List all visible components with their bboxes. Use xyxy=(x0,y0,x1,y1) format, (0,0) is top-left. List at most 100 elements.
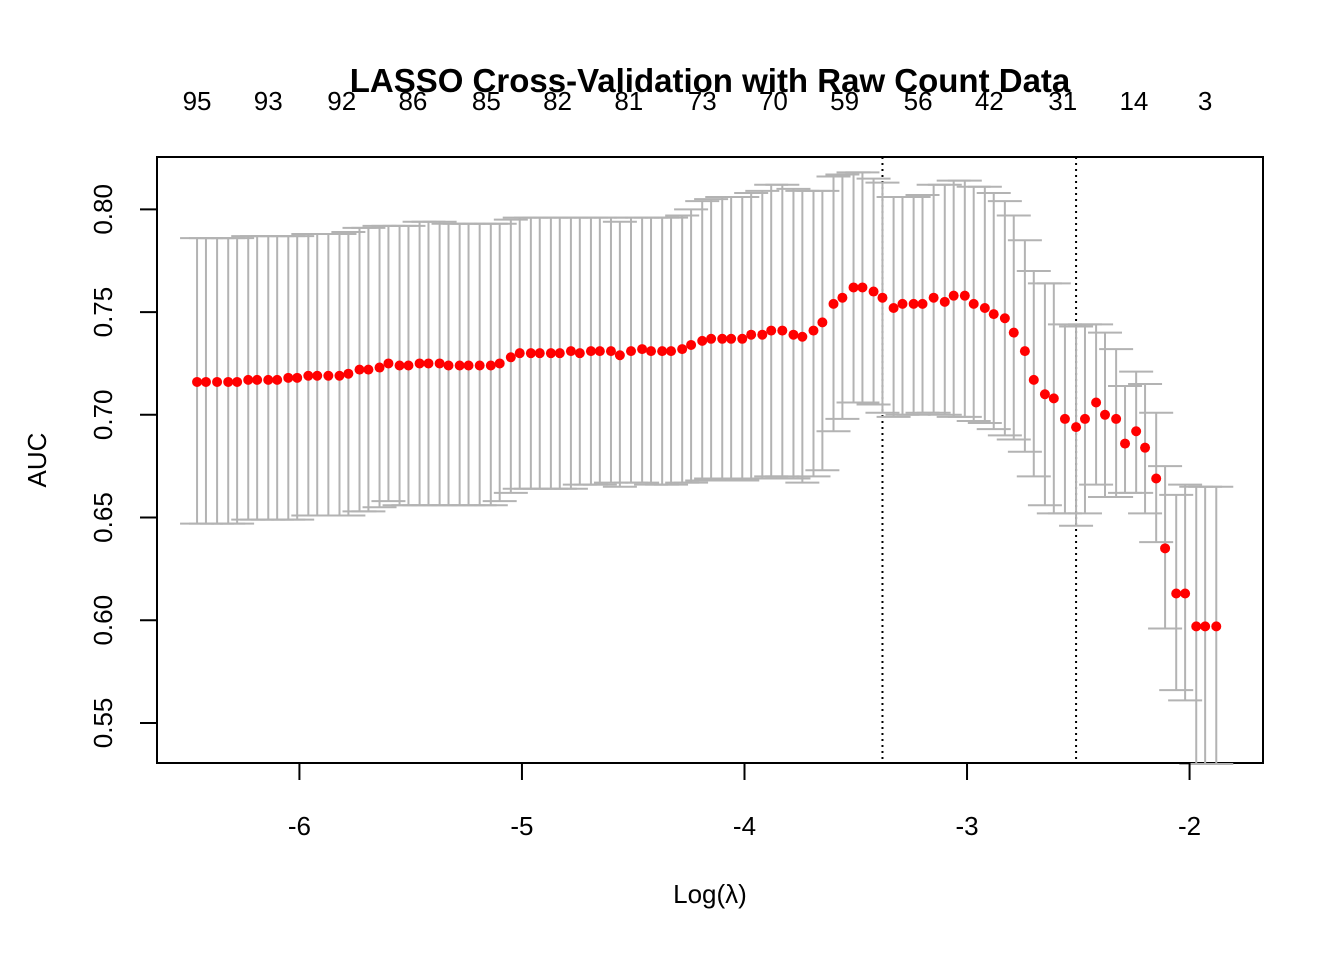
auc-point xyxy=(423,358,434,369)
errorbars-group xyxy=(180,171,1234,766)
auc-point xyxy=(888,302,899,313)
x-tick-label: -4 xyxy=(733,811,756,841)
auc-point xyxy=(837,292,848,303)
auc-point xyxy=(363,364,374,375)
auc-point xyxy=(525,348,536,359)
auc-point xyxy=(614,350,625,361)
auc-point xyxy=(1120,438,1131,449)
vlines-group xyxy=(881,157,1078,763)
auc-point xyxy=(192,376,203,387)
auc-point xyxy=(868,286,879,297)
auc-point xyxy=(848,282,859,293)
y-tick-label: 0.80 xyxy=(88,184,118,235)
auc-point xyxy=(494,358,505,369)
auc-point xyxy=(857,282,868,293)
auc-point xyxy=(303,370,314,381)
auc-point xyxy=(808,325,819,336)
x-tick-label: -5 xyxy=(510,811,533,841)
auc-point xyxy=(212,376,223,387)
auc-point xyxy=(726,333,737,344)
top-axis-label: 42 xyxy=(975,86,1004,116)
auc-point xyxy=(657,346,668,357)
y-tick-label: 0.65 xyxy=(88,492,118,543)
auc-point xyxy=(908,298,919,309)
auc-point xyxy=(354,364,365,375)
auc-point xyxy=(737,333,748,344)
y-axis-label: AUC xyxy=(22,433,52,488)
auc-point xyxy=(474,360,485,371)
auc-point xyxy=(1039,389,1050,400)
auc-point xyxy=(1019,346,1030,357)
top-axis-label: 93 xyxy=(254,86,283,116)
auc-point xyxy=(585,346,596,357)
top-axis-label: 82 xyxy=(543,86,572,116)
auc-point xyxy=(1071,422,1082,433)
auc-point xyxy=(637,344,648,355)
y-tick-label: 0.60 xyxy=(88,595,118,646)
auc-point xyxy=(514,348,525,359)
auc-point xyxy=(534,348,545,359)
auc-point xyxy=(979,302,990,313)
auc-point xyxy=(505,352,516,363)
auc-point xyxy=(454,360,465,371)
auc-point xyxy=(443,360,454,371)
auc-point xyxy=(968,298,979,309)
auc-point xyxy=(223,376,234,387)
top-axis-label: 95 xyxy=(183,86,212,116)
auc-point xyxy=(1059,413,1070,424)
top-axis-label: 92 xyxy=(327,86,356,116)
auc-point xyxy=(434,358,445,369)
auc-point xyxy=(677,344,688,355)
top-axis: 95 93 92 86 85 82 81 73 70 59 56 42 31 14 3 xyxy=(183,86,1213,116)
auc-point xyxy=(394,360,405,371)
x-tick-label: -2 xyxy=(1178,811,1201,841)
top-axis-label: 56 xyxy=(904,86,933,116)
x-tick-label: -3 xyxy=(955,811,978,841)
auc-point xyxy=(706,333,717,344)
auc-point xyxy=(828,298,839,309)
auc-point xyxy=(292,372,303,383)
auc-point xyxy=(686,339,697,350)
y-tick-label: 0.70 xyxy=(88,390,118,441)
auc-point xyxy=(1140,442,1151,453)
auc-point xyxy=(959,290,970,301)
auc-point xyxy=(1191,621,1202,632)
y-tick-label: 0.75 xyxy=(88,287,118,338)
top-axis-label: 86 xyxy=(398,86,427,116)
auc-point xyxy=(565,346,576,357)
auc-point xyxy=(485,360,496,371)
auc-point xyxy=(1171,588,1182,599)
errorbar xyxy=(1007,239,1042,453)
auc-point xyxy=(243,374,254,385)
top-axis-label: 73 xyxy=(688,86,717,116)
auc-point xyxy=(788,329,799,340)
chart-title: LASSO Cross-Validation with Raw Count Da… xyxy=(350,62,1071,99)
auc-point xyxy=(766,325,777,336)
auc-point xyxy=(666,346,677,357)
plot-box xyxy=(156,156,1264,764)
auc-point xyxy=(797,331,808,342)
auc-point xyxy=(988,309,999,320)
auc-point xyxy=(545,348,556,359)
auc-point xyxy=(917,298,928,309)
auc-point xyxy=(403,360,414,371)
auc-point xyxy=(1091,397,1102,408)
auc-point xyxy=(928,292,939,303)
auc-point xyxy=(626,346,636,357)
auc-point xyxy=(777,325,788,336)
auc-point xyxy=(463,360,474,371)
auc-point xyxy=(252,374,263,385)
auc-point xyxy=(605,346,616,357)
auc-point xyxy=(1200,621,1211,632)
y-tick-label: 0.55 xyxy=(88,698,118,749)
auc-point xyxy=(746,329,757,340)
auc-point xyxy=(948,290,959,301)
auc-point xyxy=(200,376,211,387)
auc-point xyxy=(1008,327,1019,338)
auc-point xyxy=(1028,374,1039,385)
auc-point xyxy=(646,346,657,357)
auc-point xyxy=(999,313,1010,324)
auc-point xyxy=(343,368,354,379)
auc-point xyxy=(383,358,394,369)
